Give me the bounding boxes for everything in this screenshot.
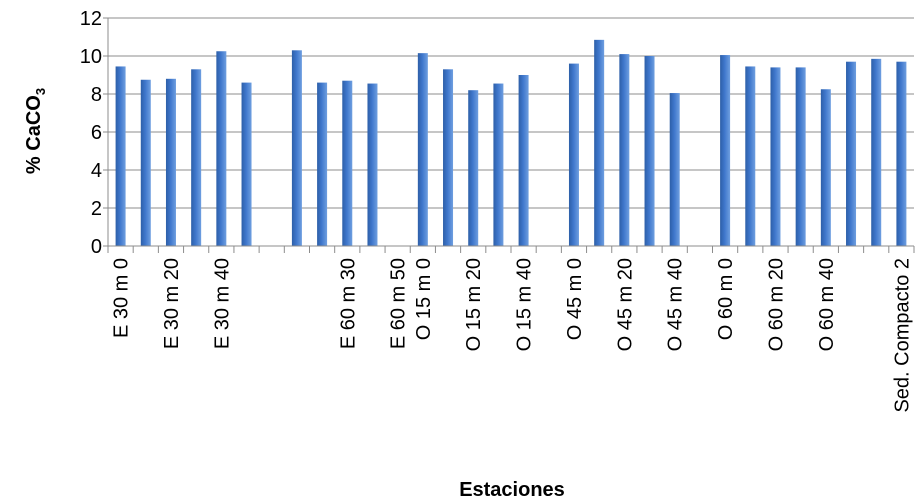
x-tick-labels: E 30 m 0 E 30 m 20 E 30 m 40 E 60 m 30 E 60 …: [111, 258, 914, 413]
gridlines: [108, 17, 914, 209]
y-tick-label: 4: [91, 160, 102, 182]
bar: [644, 56, 655, 246]
y-tick-label: 0: [91, 236, 102, 258]
bar: [417, 53, 428, 247]
y-tick-labels: 0 2 4 6 8 10 12: [80, 8, 102, 258]
x-axis-title: Estaciones: [459, 479, 565, 501]
bar: [745, 66, 756, 246]
x-tick-label: E 30 m 40: [211, 258, 233, 349]
x-tick-label: E 60 m 50: [388, 258, 410, 349]
y-axis-title-subscript: 3: [33, 88, 48, 95]
bar: [216, 51, 227, 246]
x-tick-label: O 45 m 40: [665, 258, 687, 351]
x-tick-label: E 30 m 20: [161, 258, 183, 349]
bar: [619, 54, 630, 246]
bar: [669, 93, 680, 246]
bar: [568, 63, 579, 246]
x-tick-label: E 30 m 0: [111, 258, 133, 338]
bar: [291, 50, 302, 246]
bar: [191, 69, 202, 246]
x-tick-label: O 15 m 20: [463, 258, 485, 351]
y-tick-label: 10: [80, 46, 102, 68]
bar: [468, 90, 479, 246]
x-tick-label: O 60 m 0: [715, 258, 737, 340]
bar: [367, 83, 378, 246]
y-tick-label: 8: [91, 84, 102, 106]
x-tick-label: E 60 m 30: [337, 258, 359, 349]
bar: [720, 55, 731, 246]
y-tick-label: 12: [80, 8, 102, 30]
x-tick-label: O 60 m 20: [765, 258, 787, 351]
x-tick-label: O 60 m 40: [816, 258, 838, 351]
bar: [140, 79, 151, 246]
x-tick-label: Sed. Compacto 2: [891, 258, 913, 413]
bar: [795, 67, 806, 247]
axes: [103, 17, 915, 253]
bars: [115, 39, 907, 247]
bar: [241, 82, 252, 246]
bar: [493, 83, 504, 246]
x-tick-label: O 15 m 0: [413, 258, 435, 340]
bar: [443, 69, 454, 246]
bar: [317, 82, 328, 246]
bar: [518, 75, 529, 246]
x-tick-label: O 15 m 40: [514, 258, 536, 351]
y-axis-title-main: % CaCO: [23, 95, 45, 174]
x-tick-label: O 45 m 20: [614, 258, 636, 351]
bar: [770, 67, 781, 247]
x-tick-label: O 45 m 0: [564, 258, 586, 340]
bar: [342, 80, 353, 246]
bar: [115, 66, 126, 246]
y-axis-title: % CaCO3: [23, 88, 48, 174]
y-tick-label: 2: [91, 198, 102, 220]
bar: [820, 89, 831, 246]
bar: [871, 58, 882, 246]
bar: [594, 39, 605, 246]
bar: [846, 61, 857, 247]
bar: [165, 78, 176, 246]
bar: [896, 61, 907, 247]
y-tick-label: 6: [91, 122, 102, 144]
